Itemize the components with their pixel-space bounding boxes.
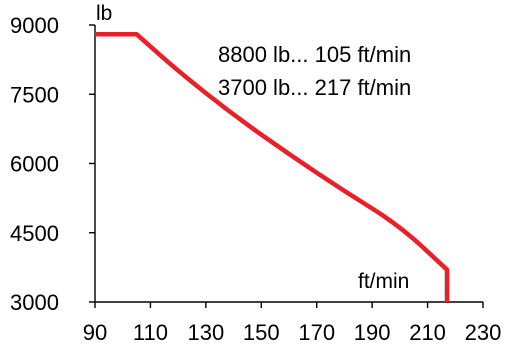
series-group: [95, 31, 450, 302]
annotation-line-2: 3700 lb... 217 ft/min: [218, 75, 411, 100]
y-tick-label: 6000: [10, 152, 59, 177]
chart-axes: [89, 24, 484, 308]
x-tick-labels: 90 110 130 150 170 190 210 230: [83, 320, 502, 345]
y-tick-label: 4500: [10, 221, 59, 246]
y-tick-label: 9000: [10, 13, 59, 38]
annotation-line-1: 8800 lb... 105 ft/min: [218, 42, 411, 67]
x-tick-label: 130: [187, 320, 224, 345]
x-tick-label: 230: [465, 320, 502, 345]
x-tick-label: 170: [298, 320, 335, 345]
x-tick-label: 210: [409, 320, 446, 345]
x-unit-label: ft/min: [358, 270, 409, 293]
y-tick-label: 3000: [10, 290, 59, 315]
x-tick-label: 150: [243, 320, 280, 345]
x-tick-label: 110: [133, 320, 168, 345]
series-line: [95, 31, 450, 302]
x-tick-label: 190: [354, 320, 391, 345]
y-unit-label: lb: [96, 2, 112, 25]
x-tick-label: 90: [83, 320, 107, 345]
y-tick-labels: 9000 7500 6000 4500 3000: [10, 13, 59, 315]
y-tick-label: 7500: [10, 82, 59, 107]
